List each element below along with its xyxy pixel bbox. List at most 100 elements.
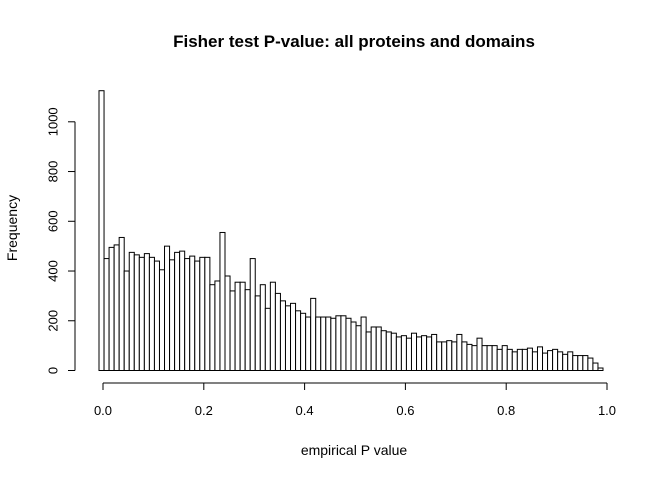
y-tick-label: 800 — [46, 161, 61, 183]
histogram-bar — [194, 260, 201, 372]
histogram-bar — [582, 355, 589, 371]
x-tick-label: 1.0 — [598, 403, 616, 418]
histogram-bar — [108, 246, 115, 371]
histogram-bar — [325, 316, 332, 371]
histogram-bar — [552, 348, 559, 371]
y-tick-label: 0 — [46, 367, 61, 374]
histogram-bar — [466, 343, 473, 372]
histogram-bar — [128, 251, 135, 371]
histogram-bar — [113, 244, 120, 371]
histogram-bar — [380, 330, 387, 371]
x-tick-label: 0.2 — [195, 403, 213, 418]
histogram-bar — [557, 351, 564, 372]
histogram-bar — [179, 250, 186, 371]
histogram-bar — [476, 337, 483, 372]
x-tick-label: 0.0 — [94, 403, 112, 418]
histogram-bar — [536, 346, 544, 371]
histogram-bar — [174, 251, 181, 371]
x-tick-label: 0.8 — [497, 403, 515, 418]
histogram-bar — [385, 331, 392, 372]
histogram-bar — [244, 289, 251, 372]
histogram-bar — [365, 331, 372, 372]
histogram-bar — [360, 316, 367, 371]
histogram-bar — [340, 315, 347, 372]
histogram-bar — [410, 332, 418, 372]
histogram-bar — [209, 284, 216, 372]
histogram-bar — [153, 260, 160, 372]
histogram-bar — [592, 362, 599, 372]
histogram-bar — [138, 256, 145, 371]
histogram-bar — [577, 355, 584, 371]
histogram-bar — [481, 345, 488, 372]
histogram-bar — [426, 336, 433, 371]
histogram-bar — [103, 258, 110, 371]
histogram-bar — [416, 336, 423, 371]
histogram-bar — [547, 350, 554, 372]
chart-title: Fisher test P-value: all proteins and do… — [173, 32, 535, 51]
histogram-bar — [164, 245, 171, 371]
histogram-bar — [572, 355, 579, 371]
histogram-bar — [158, 269, 166, 371]
histogram-bar — [446, 340, 453, 372]
x-tick-label: 0.4 — [296, 403, 314, 418]
histogram-bar — [204, 256, 211, 371]
histogram-bar — [295, 310, 302, 371]
histogram-bar — [390, 332, 397, 372]
histogram-bar — [274, 292, 281, 371]
y-axis-label: Frequency — [4, 195, 20, 261]
histogram-bar — [300, 312, 307, 371]
histogram-bar — [562, 353, 569, 371]
histogram-bar — [521, 348, 528, 371]
histogram-bar — [370, 326, 377, 372]
histogram-bar — [219, 231, 226, 371]
histogram-bar — [531, 351, 538, 372]
histogram-bar — [451, 341, 458, 371]
histogram-bar — [471, 345, 478, 372]
histogram-bar — [315, 316, 322, 371]
histogram-bar — [305, 316, 312, 371]
histogram-bar — [501, 345, 508, 372]
x-axis-label: empirical P value — [301, 442, 408, 458]
histogram-bar — [169, 259, 176, 371]
histogram-bar — [123, 270, 130, 371]
histogram-bar — [335, 315, 342, 372]
histogram-bar — [355, 325, 362, 372]
histogram-bar — [290, 302, 297, 372]
histogram-bar — [234, 281, 241, 371]
histogram-bar — [461, 341, 468, 371]
histogram-bar — [229, 290, 236, 372]
histogram-bar — [597, 367, 604, 372]
histogram-bar — [496, 348, 503, 371]
histogram-bar — [239, 281, 246, 371]
y-tick-label: 1000 — [46, 107, 61, 136]
histogram-bar — [395, 336, 402, 371]
histogram-bar — [310, 297, 317, 372]
histogram-bar — [184, 258, 191, 371]
histogram-bar — [214, 280, 221, 371]
histogram-bar — [143, 253, 150, 371]
histogram-bar — [259, 284, 266, 372]
histogram-bar — [506, 348, 513, 371]
histogram-bar — [345, 317, 352, 371]
histogram-bar — [269, 281, 276, 371]
histogram-bar — [189, 255, 196, 372]
histogram-bar — [526, 347, 533, 371]
histogram-bar — [567, 351, 574, 372]
histogram-bar — [456, 333, 463, 372]
y-tick-label: 200 — [46, 310, 61, 332]
histogram-bar — [264, 307, 271, 372]
x-axis: 0.0 0.2 0.4 0.6 0.8 1.0 — [94, 382, 616, 418]
histogram-bar — [375, 326, 382, 372]
histogram-bar — [249, 258, 256, 371]
histogram-bar — [516, 348, 523, 371]
bar-group — [98, 90, 604, 372]
histogram-bar — [486, 345, 493, 372]
y-axis: 0 200 400 600 800 1000 — [46, 107, 76, 374]
histogram-bar — [254, 295, 261, 372]
histogram-bar — [98, 90, 105, 372]
histogram-bar — [330, 317, 337, 371]
histogram-bar — [436, 341, 443, 371]
y-tick-label: 400 — [46, 260, 61, 282]
x-tick-label: 0.6 — [396, 403, 414, 418]
